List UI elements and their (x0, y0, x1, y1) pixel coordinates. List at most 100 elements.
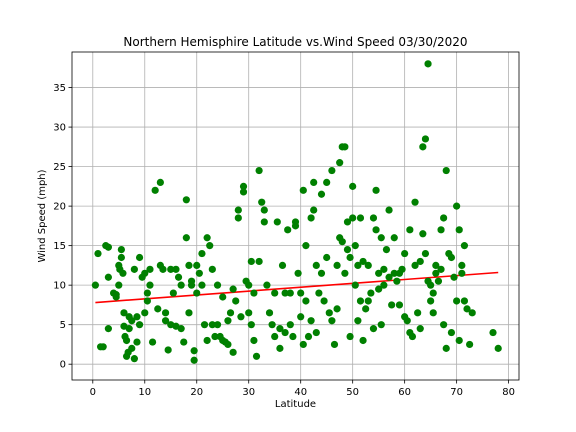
data-point (351, 242, 359, 250)
data-point (260, 206, 268, 214)
data-point (323, 253, 331, 262)
data-point (286, 321, 294, 329)
data-point (442, 344, 450, 352)
data-point (336, 159, 344, 167)
data-point (341, 143, 349, 151)
data-point (208, 321, 216, 329)
data-point (385, 206, 393, 214)
data-point (455, 226, 463, 234)
data-point (117, 253, 125, 262)
y-tick-label: 15 (53, 241, 66, 252)
data-point (328, 166, 336, 175)
data-point (133, 338, 141, 346)
data-point (169, 289, 177, 297)
data-point (245, 281, 253, 289)
data-point (388, 301, 396, 309)
data-point (263, 281, 271, 289)
data-point (372, 226, 380, 234)
x-tick-label: 40 (294, 387, 307, 398)
data-point (99, 343, 107, 351)
data-point (104, 325, 112, 333)
data-point (198, 249, 206, 258)
data-point (408, 332, 417, 341)
axis-ticks: 0 10 20 30 40 50 60 70 80 0 5 10 15 20 25 30 35 (53, 83, 515, 398)
x-tick-label: 80 (502, 387, 515, 398)
data-point (180, 338, 188, 346)
data-point (291, 218, 300, 226)
data-point (122, 336, 131, 345)
data-point (447, 253, 456, 262)
data-point (333, 261, 341, 269)
data-point (286, 289, 294, 297)
data-point (219, 293, 227, 301)
data-point (307, 214, 315, 222)
data-point (406, 226, 414, 234)
data-point (466, 340, 474, 349)
data-point (421, 135, 430, 143)
data-point (494, 344, 502, 352)
data-point (460, 297, 469, 305)
x-tick-label: 30 (242, 387, 255, 398)
data-point (338, 238, 346, 246)
data-point (174, 273, 183, 281)
data-point (375, 269, 383, 277)
data-point (312, 328, 320, 337)
data-point (453, 297, 461, 305)
x-tick-label: 60 (398, 387, 411, 398)
data-point (390, 234, 398, 242)
data-point (148, 338, 157, 346)
data-point (130, 265, 138, 273)
data-point (245, 309, 253, 317)
data-point (328, 317, 336, 325)
data-point (440, 321, 448, 329)
data-point (333, 305, 341, 313)
data-point (190, 356, 198, 364)
data-points (91, 60, 502, 364)
data-point (421, 249, 430, 258)
data-point (447, 328, 456, 337)
data-point (382, 245, 391, 254)
data-point (104, 273, 112, 281)
data-point (104, 243, 112, 251)
data-point (372, 186, 380, 194)
data-point (377, 321, 385, 329)
y-tick-label: 30 (53, 123, 66, 134)
data-point (130, 355, 138, 363)
data-point (398, 265, 406, 273)
data-point (125, 325, 133, 333)
data-point (416, 257, 424, 266)
data-point (161, 317, 170, 325)
y-tick-label: 0 (60, 360, 66, 371)
data-point (362, 305, 370, 313)
x-tick-label: 50 (346, 387, 359, 398)
data-point (200, 321, 209, 329)
x-tick-label: 20 (190, 387, 203, 398)
data-point (419, 230, 427, 238)
data-point (375, 285, 383, 293)
data-point (416, 325, 424, 333)
data-point (364, 261, 372, 269)
data-point (367, 289, 375, 297)
data-point (359, 257, 367, 266)
x-tick-label: 10 (138, 387, 151, 398)
data-point (172, 265, 180, 273)
data-point (211, 332, 219, 341)
data-point (297, 313, 305, 321)
data-point (460, 242, 469, 250)
data-point (141, 269, 149, 277)
data-point (250, 336, 258, 345)
data-point (310, 206, 318, 214)
data-point (463, 305, 471, 313)
data-point (356, 297, 365, 305)
data-point (156, 178, 164, 187)
data-point (351, 281, 359, 289)
data-point (302, 297, 310, 305)
data-point (343, 218, 352, 226)
data-point (411, 261, 419, 269)
data-point (390, 269, 398, 277)
data-point (401, 249, 409, 258)
data-point (325, 309, 333, 317)
data-point (164, 346, 172, 354)
data-point (190, 347, 198, 355)
